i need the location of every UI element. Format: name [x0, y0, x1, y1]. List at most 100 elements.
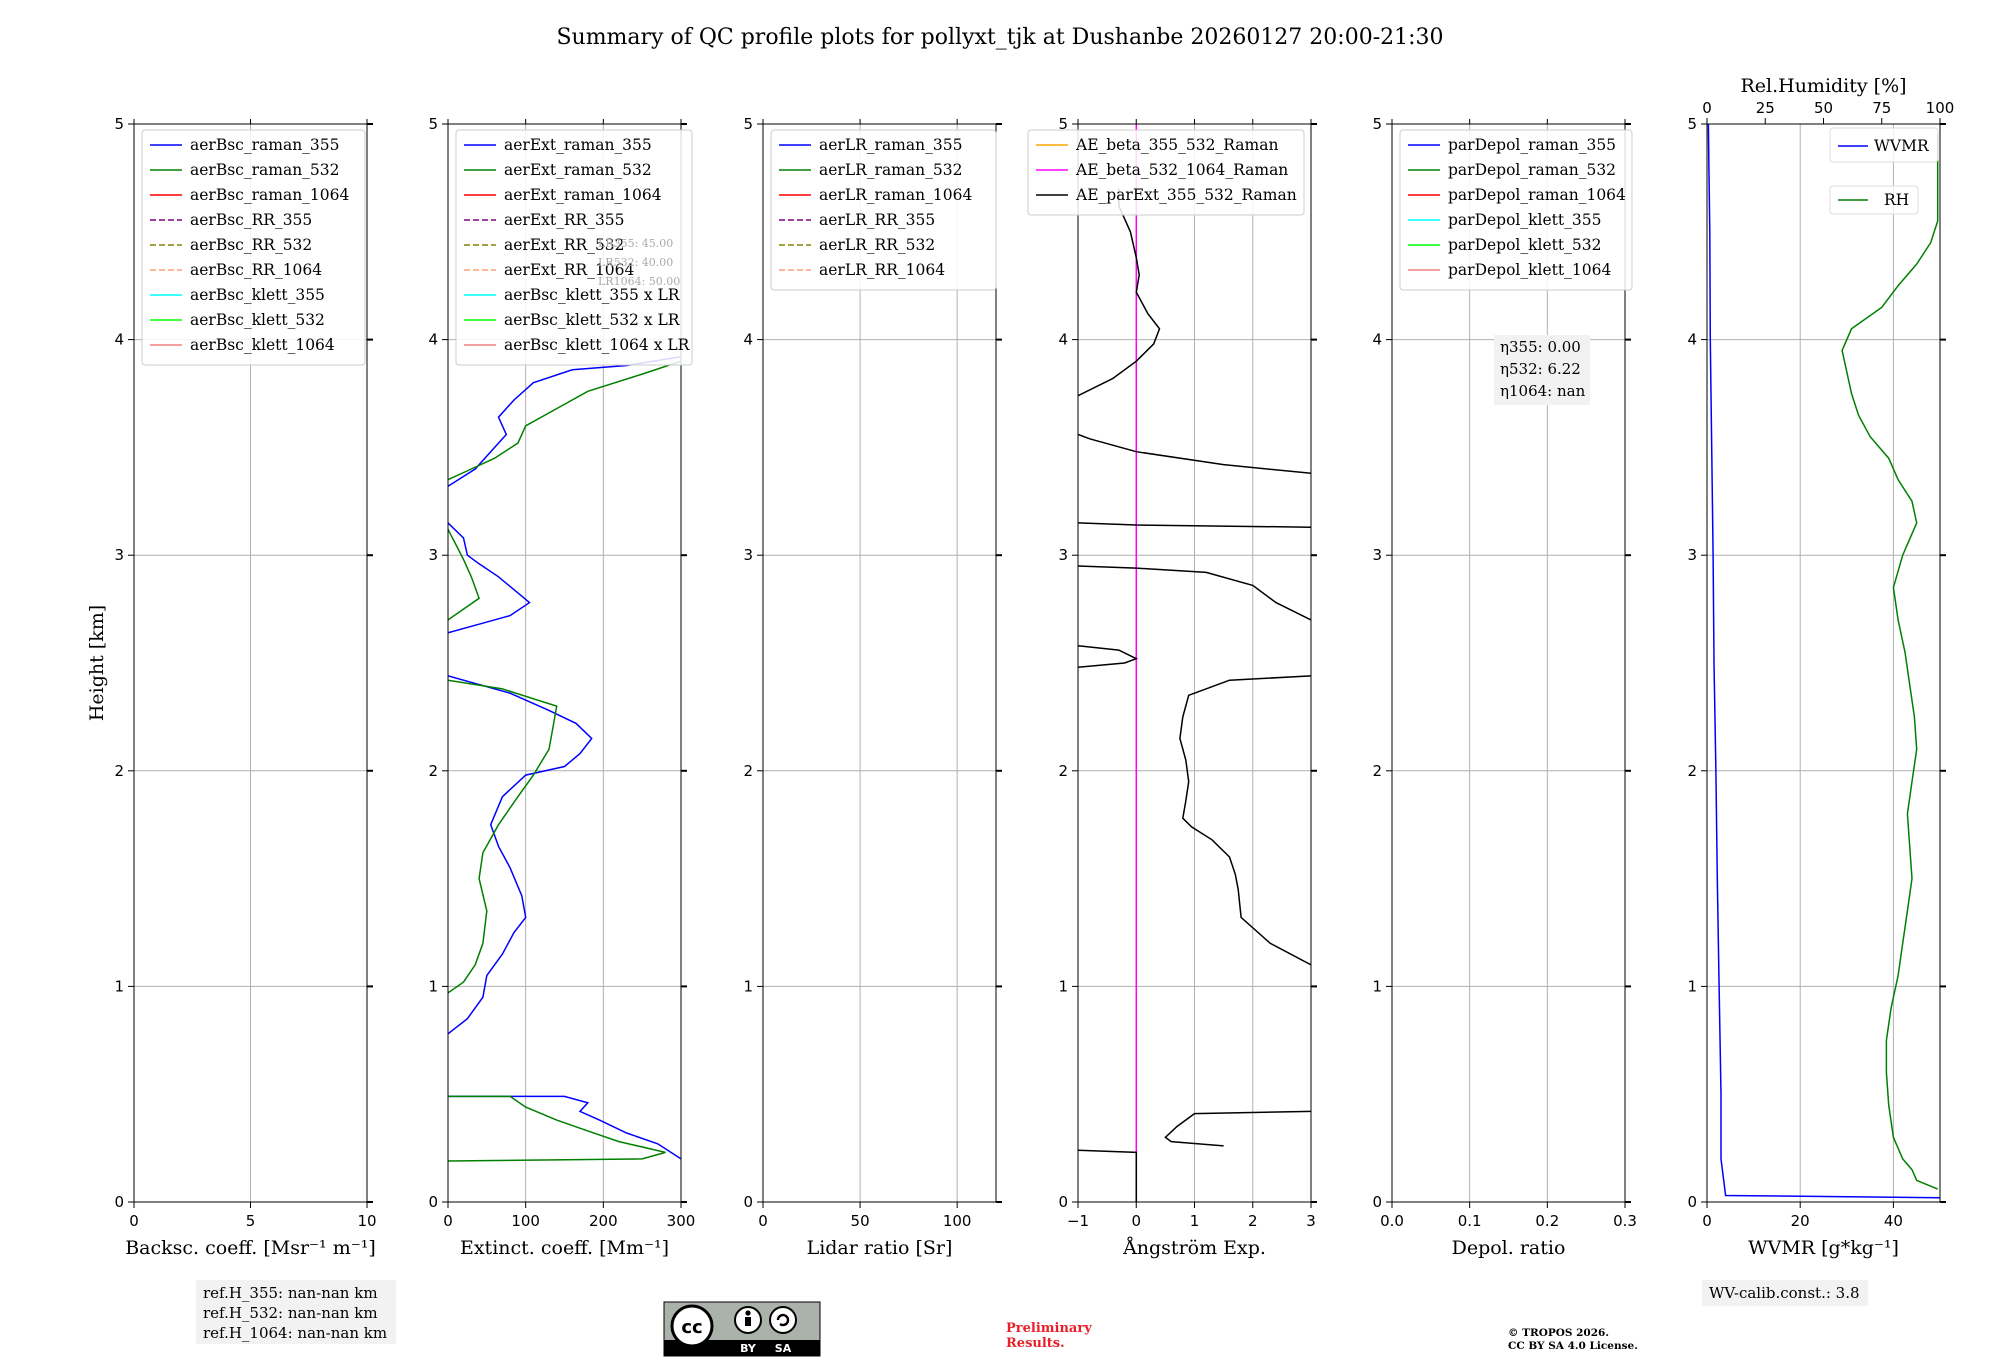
y-tick-label: 2 — [743, 762, 753, 780]
by-text: BY — [740, 1342, 757, 1355]
legend-label: AE_beta_355_532_Raman — [1075, 136, 1278, 154]
y-tick-label: 5 — [1058, 115, 1068, 133]
license-line-2: CC BY SA 4.0 License. — [1508, 1340, 1638, 1352]
legend-extinction: aerExt_raman_355 aerExt_raman_532 aerExt_r… — [455, 129, 693, 366]
lr-annotation: LR1064: 50.00 — [598, 275, 680, 288]
eta-value: η532: 6.22 — [1500, 360, 1581, 378]
y-tick-label: 2 — [1058, 762, 1068, 780]
ref-height-532: ref.H_532: nan-nan km — [203, 1304, 378, 1322]
y-tick-label: 2 — [428, 762, 438, 780]
x-tick-label: 0 — [1702, 1212, 1712, 1230]
sa-arrow — [776, 1313, 790, 1327]
legend-box — [1829, 127, 1939, 163]
wv-calib-background — [1702, 1280, 1868, 1306]
y-tick-label: 4 — [114, 331, 124, 349]
series-aerExt_raman_355-seg-1 — [448, 675, 593, 1035]
x-tick-label: 0.1 — [1458, 1212, 1482, 1230]
wv-calib-box: WV-calib.const.: 3.8 — [1702, 1280, 1868, 1306]
ref-height-355: ref.H_355: nan-nan km — [203, 1284, 378, 1302]
cc-license-badge: cc BY SA — [663, 1301, 821, 1357]
legend-label: aerLR_raman_355 — [819, 136, 962, 154]
legend-label: parDepol_klett_355 — [1448, 211, 1601, 229]
x-tick-label: 0.0 — [1380, 1212, 1404, 1230]
x-tick-label: 1 — [1190, 1212, 1200, 1230]
axes-frame — [1706, 123, 1941, 1203]
x-tick-label: −1 — [1067, 1212, 1089, 1230]
y-tick-label: 0 — [428, 1193, 438, 1211]
sa-share-icon — [769, 1306, 797, 1334]
legend-box — [1027, 129, 1305, 216]
legend-label: aerExt_raman_532 — [504, 161, 652, 179]
y-axis-label: Height [km] — [86, 605, 108, 721]
series-AE_parExt_355_532_Raman-seg-0 — [1078, 1149, 1138, 1202]
legend-label: parDepol_raman_355 — [1448, 136, 1616, 154]
series-AE_parExt_355_532_Raman-seg-4 — [1078, 565, 1311, 621]
y-tick-label: 3 — [1372, 546, 1382, 564]
wv-calib-text: WV-calib.const.: 3.8 — [1709, 1284, 1860, 1302]
eta-value: η355: 0.00 — [1500, 338, 1581, 356]
legend-label: parDepol_raman_1064 — [1448, 186, 1626, 204]
legend-backscatter: aerBsc_raman_355 aerBsc_raman_532 aerBsc_r… — [141, 129, 366, 366]
legend-label: parDepol_raman_532 — [1448, 161, 1616, 179]
series-group — [1078, 124, 1311, 1202]
panel-extinction: 0 100 200 300 0 1 2 3 4 5 Extinct. coeff. [Mm⁻¹] ae… — [428, 115, 695, 1259]
legend-angstrom: AE_beta_355_532_Raman AE_beta_532_1064_Ra… — [1027, 129, 1305, 216]
series-AE_parExt_355_532_Raman-seg-5 — [1078, 522, 1311, 528]
legend-depol: parDepol_raman_355 parDepol_raman_532 parD… — [1399, 129, 1633, 291]
x-tick-label: 2 — [1248, 1212, 1258, 1230]
x-tick-label: 40 — [1884, 1212, 1903, 1230]
series-group — [1707, 124, 1940, 1199]
legend-label: aerLR_RR_1064 — [819, 261, 945, 279]
y-tick-label: 3 — [428, 546, 438, 564]
x-axis-label: Extinct. coeff. [Mm⁻¹] — [460, 1237, 669, 1259]
legend-label: aerExt_RR_532 — [504, 236, 625, 254]
x-tick-label: 100 — [943, 1212, 972, 1230]
legend-box — [1829, 185, 1919, 215]
axes-frame — [762, 123, 997, 1203]
x-tick-label: 0 — [1131, 1212, 1141, 1230]
legend-label: aerExt_RR_355 — [504, 211, 625, 229]
eta-box: η355: 0.00 η532: 6.22 η1064: nan — [1494, 335, 1590, 405]
series-aerExt_raman_532-seg-3 — [448, 360, 681, 481]
y-tick-label: 1 — [428, 977, 438, 995]
series-AE_parExt_355_532_Raman-seg-6 — [1078, 433, 1311, 475]
y-tick-label: 5 — [1687, 115, 1697, 133]
legend-label: parDepol_klett_532 — [1448, 236, 1601, 254]
by-person-head — [745, 1310, 751, 1316]
x-axis-label: WVMR [g*kg⁻¹] — [1748, 1237, 1899, 1259]
y-tick-label: 5 — [428, 115, 438, 133]
y-tick-label: 4 — [428, 331, 438, 349]
lr-annotation: LR532: 40.00 — [598, 256, 673, 269]
legend-label: aerBsc_klett_355 — [190, 286, 325, 304]
eta-value: η1064: nan — [1500, 382, 1586, 400]
cc-icon — [670, 1304, 714, 1348]
axes-frame — [1391, 123, 1626, 1203]
legend-label: aerBsc_klett_1064 x LR — [504, 336, 691, 354]
x-tick-label: 100 — [511, 1212, 540, 1230]
axes-frame — [447, 123, 682, 1203]
legend-label: aerBsc_klett_532 x LR — [504, 311, 681, 329]
legend-label: RH — [1884, 191, 1909, 209]
x-tick-label: 0 — [758, 1212, 768, 1230]
y-tick-label: 5 — [114, 115, 124, 133]
y-tick-label: 0 — [1687, 1193, 1697, 1211]
y-tick-label: 3 — [743, 546, 753, 564]
series-AE_parExt_355_532_Raman-seg-7 — [1078, 188, 1161, 397]
legend-box — [455, 129, 693, 366]
legend-wvmr: WVMR — [1829, 127, 1939, 163]
x-tick-label: 0.3 — [1613, 1212, 1637, 1230]
x-axis-label: Lidar ratio [Sr] — [807, 1237, 953, 1259]
legend-label: aerBsc_RR_532 — [190, 236, 312, 254]
series-aerExt_raman_355-seg-3 — [448, 356, 681, 487]
series-AE_parExt_355_532_Raman-seg-3 — [1078, 645, 1139, 669]
eta-background — [1494, 335, 1590, 405]
legend-label: AE_beta_532_1064_Raman — [1075, 161, 1288, 179]
legend-rh: RH — [1829, 185, 1919, 215]
x-tick-label: 20 — [1791, 1212, 1810, 1230]
ref-heights-box: ref.H_355: nan-nan km ref.H_532: nan-nan… — [196, 1280, 396, 1344]
legend-lidarratio: aerLR_raman_355 aerLR_raman_532 aerLR_rama… — [770, 129, 997, 291]
top-tick-label: 25 — [1756, 99, 1775, 117]
legend-label: aerBsc_RR_1064 — [190, 261, 322, 279]
